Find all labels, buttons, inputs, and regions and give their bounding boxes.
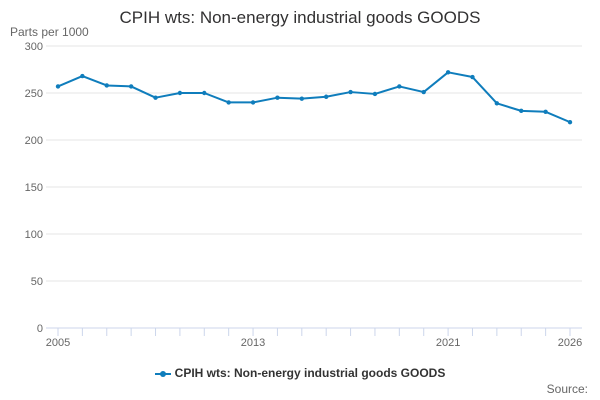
y-tick-label: 100	[25, 229, 43, 241]
data-point	[470, 74, 475, 80]
data-point	[80, 73, 85, 79]
data-point	[55, 84, 61, 89]
data-point	[104, 83, 109, 88]
legend-swatch	[154, 370, 171, 377]
x-tick-label: 2005	[46, 337, 70, 349]
data-point	[177, 90, 183, 96]
y-axis-label: Parts per 1000	[10, 25, 89, 39]
data-point	[397, 84, 402, 89]
data-point	[567, 119, 573, 125]
data-point	[519, 108, 524, 114]
series-line	[57, 71, 571, 124]
x-tick-label: 2013	[241, 337, 265, 349]
data-point	[153, 95, 158, 100]
data-point	[299, 96, 305, 101]
data-point	[202, 90, 207, 96]
x-tick-label: 2026	[558, 337, 582, 349]
source-label: Source:	[546, 382, 588, 396]
legend-label: CPIH wts: Non-energy industrial goods GO…	[174, 366, 446, 380]
y-tick-label: 300	[25, 41, 43, 53]
data-point	[421, 89, 426, 95]
legend: CPIH wts: Non-energy industrial goods GO…	[0, 366, 600, 380]
data-point	[445, 70, 451, 75]
data-point	[348, 89, 353, 95]
y-tick-label: 150	[25, 182, 43, 194]
data-point	[372, 91, 378, 97]
y-tick-label: 200	[25, 135, 43, 147]
y-tick-label: 250	[25, 88, 43, 100]
data-point	[275, 95, 280, 100]
data-point	[250, 100, 256, 105]
chart-title: CPIH wts: Non-energy industrial goods GO…	[119, 8, 481, 27]
y-tick-label: 0	[37, 323, 43, 335]
data-point	[494, 101, 500, 106]
data-point	[226, 100, 231, 105]
data-point	[323, 94, 329, 99]
data-point	[128, 84, 134, 89]
x-tick-label: 2021	[436, 337, 460, 349]
y-tick-label: 50	[31, 276, 43, 288]
data-point	[543, 109, 548, 115]
